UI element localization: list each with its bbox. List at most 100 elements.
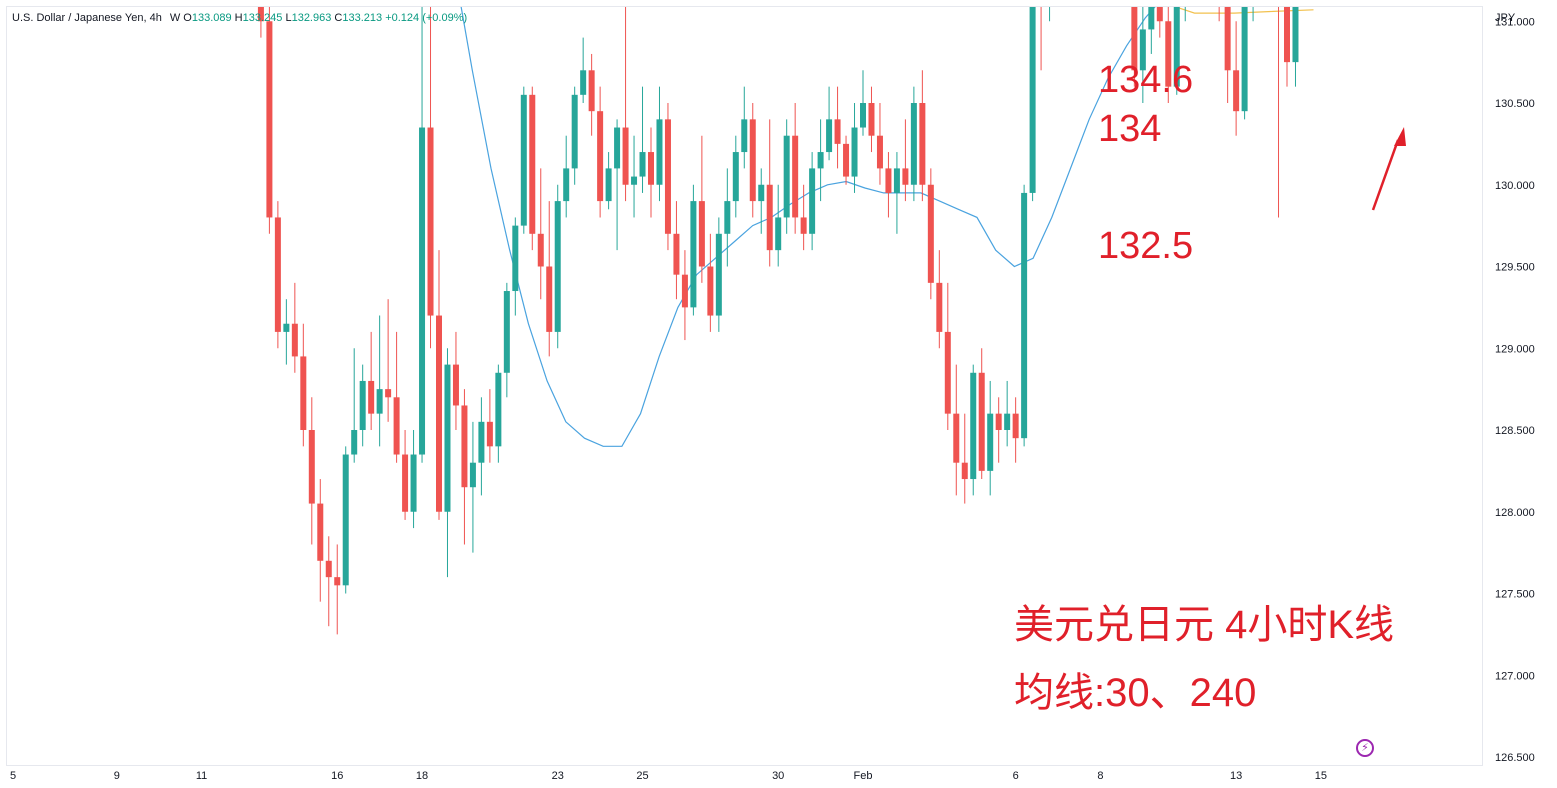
candle-up bbox=[860, 103, 866, 128]
candle-up bbox=[715, 233, 722, 316]
candle-up bbox=[809, 168, 816, 234]
candle-down bbox=[843, 143, 850, 177]
candle-down bbox=[317, 503, 324, 561]
candle-down bbox=[1216, 0, 1222, 5]
currency-label: JPY bbox=[1495, 12, 1516, 24]
candle-down bbox=[868, 103, 875, 136]
candle-down bbox=[1038, 0, 1044, 5]
candle-down bbox=[648, 152, 654, 185]
candle-down bbox=[266, 21, 273, 218]
candle-up bbox=[1021, 192, 1028, 439]
candle-down bbox=[927, 184, 934, 283]
caption-ma: 均线:30、240 bbox=[1014, 671, 1256, 715]
candle-up bbox=[376, 389, 383, 414]
x-tick-label: 5 bbox=[10, 770, 16, 782]
candle-down bbox=[792, 135, 799, 218]
candle-up bbox=[1148, 7, 1155, 30]
candle-up bbox=[1029, 7, 1036, 193]
symbol-name: U.S. Dollar / Japanese Yen, 4h bbox=[12, 12, 162, 24]
candle-up bbox=[1173, 7, 1180, 87]
candle-down bbox=[834, 119, 841, 144]
candle-down bbox=[1224, 7, 1231, 71]
caption-title: 美元兑日元 4小时K线 bbox=[1014, 603, 1394, 647]
candle-down bbox=[953, 413, 960, 463]
x-tick-label: Feb bbox=[854, 770, 873, 782]
candle-up bbox=[469, 462, 476, 488]
candle-down bbox=[427, 127, 434, 316]
candle-up bbox=[342, 454, 349, 586]
candle-up bbox=[554, 201, 561, 332]
x-tick-label: 30 bbox=[772, 770, 784, 782]
change-value: +0.124 (+0.09%) bbox=[385, 12, 468, 24]
candle-up bbox=[732, 152, 739, 202]
high-label: H bbox=[234, 12, 243, 24]
candle-down bbox=[961, 462, 968, 480]
arrow-head-icon bbox=[1394, 127, 1406, 146]
candle-up bbox=[851, 127, 858, 177]
x-tick-label: 11 bbox=[196, 770, 207, 782]
candle-down bbox=[529, 94, 536, 234]
lightning-icon[interactable]: ⚡ bbox=[1356, 739, 1374, 757]
close-label: C bbox=[334, 12, 343, 24]
candle-down bbox=[1233, 70, 1240, 112]
candle-up bbox=[512, 225, 519, 292]
candle-down bbox=[1284, 7, 1290, 63]
candle-up bbox=[631, 176, 638, 185]
legend: U.S. Dollar / Japanese Yen, 4h W O133.089… bbox=[12, 12, 467, 24]
candle-down bbox=[1156, 7, 1163, 22]
candle-up bbox=[605, 168, 612, 202]
candle-down bbox=[368, 380, 375, 414]
candle-down bbox=[537, 233, 544, 267]
x-tick-label: 9 bbox=[114, 770, 120, 782]
candle-down bbox=[766, 184, 773, 251]
x-tick-label: 16 bbox=[331, 770, 343, 782]
close-value: 133.213 bbox=[342, 12, 383, 24]
candle-down bbox=[936, 282, 943, 332]
candle-down bbox=[308, 430, 315, 504]
open-value: 133.089 bbox=[191, 12, 232, 24]
candle-up bbox=[758, 184, 765, 202]
y-tick-label: 127.500 bbox=[1495, 589, 1535, 601]
annotation-134-6: 134.6 bbox=[1098, 59, 1193, 101]
candle-down bbox=[1131, 7, 1138, 71]
candle-up bbox=[639, 152, 646, 177]
y-tick-label: 128.500 bbox=[1495, 425, 1535, 437]
candle-down bbox=[707, 266, 714, 316]
candle-down bbox=[385, 389, 392, 398]
x-tick-label: 25 bbox=[636, 770, 648, 782]
y-tick-label: 130.000 bbox=[1495, 180, 1535, 192]
candle-up bbox=[478, 421, 485, 463]
candle-up bbox=[580, 70, 587, 95]
x-tick-label: 13 bbox=[1230, 770, 1242, 782]
candle-up bbox=[910, 103, 917, 185]
candle-down bbox=[995, 413, 1002, 430]
candle-down bbox=[452, 364, 459, 406]
annotation-134: 134 bbox=[1098, 108, 1161, 150]
candle-down bbox=[393, 397, 400, 455]
candle-down bbox=[885, 168, 892, 193]
candle-down bbox=[749, 119, 756, 202]
legend-truncated: W bbox=[169, 12, 181, 24]
x-tick-label: 15 bbox=[1315, 770, 1327, 782]
arrow-shaft bbox=[1371, 139, 1400, 211]
candle-up bbox=[1004, 413, 1011, 430]
candle-up bbox=[656, 119, 663, 185]
candle-up bbox=[520, 94, 527, 226]
candle-up bbox=[1139, 29, 1146, 71]
high-value: 133.245 bbox=[242, 12, 283, 24]
ma30-line bbox=[460, 7, 1156, 447]
candle-down bbox=[902, 168, 909, 185]
x-tick-label: 6 bbox=[1013, 770, 1019, 782]
y-tick-label: 126.500 bbox=[1495, 752, 1535, 764]
candle-down bbox=[291, 323, 298, 357]
candle-up bbox=[1241, 7, 1248, 112]
open-label: O bbox=[183, 12, 192, 24]
candle-down bbox=[461, 405, 468, 488]
candle-down bbox=[325, 560, 332, 578]
candle-down bbox=[597, 111, 604, 202]
candle-down bbox=[486, 421, 493, 447]
candle-up bbox=[283, 323, 290, 332]
candle-down bbox=[1165, 21, 1172, 87]
candle-down bbox=[673, 233, 680, 275]
